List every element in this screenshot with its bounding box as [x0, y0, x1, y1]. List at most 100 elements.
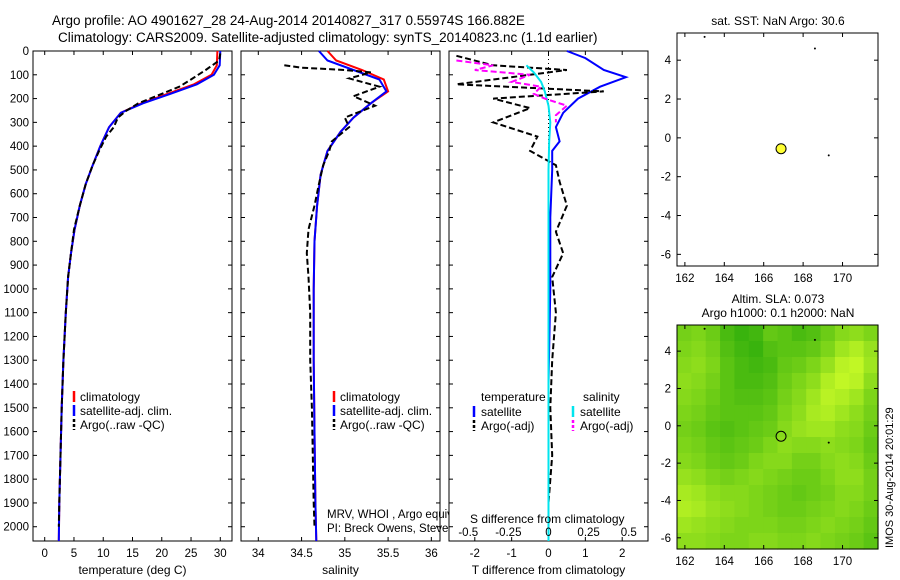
heatmap-cell	[777, 421, 793, 438]
sla-map-panel: 162 164 166 168 170 4 2 0 -2 -4 -6 Altim. SLA: 0.07…	[661, 292, 879, 568]
heatmap-cell	[763, 501, 779, 518]
footer-stamp: IMOS 30-Aug-2014 20:01:29	[884, 407, 896, 548]
depth-tick-label: 600	[10, 189, 29, 201]
depth-tick-label: 1700	[3, 450, 29, 462]
float-position-dot	[813, 338, 816, 341]
heatmap-cell	[677, 453, 692, 470]
heatmap-cell	[720, 373, 736, 390]
heatmap-cell	[834, 357, 850, 374]
map-x-tick-label: 168	[794, 273, 813, 285]
salinity-panel: 34 34.5 35 35.5 36salinityclimatologysatelli…	[240, 50, 551, 577]
heatmap-cell	[791, 389, 807, 406]
heatmap-cell	[777, 485, 793, 502]
heatmap-cell	[834, 389, 850, 406]
heatmap-cell	[777, 341, 793, 358]
x-axis-label: salinity	[322, 563, 359, 577]
heatmap-cell	[820, 373, 836, 390]
heatmap-cell	[763, 405, 779, 422]
heatmap-cell	[748, 341, 764, 358]
heatmap-cell	[734, 389, 750, 406]
heatmap-cell	[777, 533, 793, 550]
heatmap-cell	[849, 501, 865, 518]
heatmap-cell	[806, 517, 822, 534]
x-tick-label: 0	[545, 548, 551, 560]
heatmap-cell	[863, 421, 879, 438]
heatmap-cell	[777, 357, 793, 374]
map-x-tick-label: 164	[715, 556, 735, 568]
heatmap-cell	[720, 357, 736, 374]
depth-tick-label: 1900	[3, 498, 29, 510]
x-tick-label: 0	[42, 548, 48, 560]
heatmap-cell	[849, 469, 865, 486]
heatmap-cell	[720, 533, 736, 550]
heatmap-cell	[691, 517, 707, 534]
heatmap-cell	[834, 325, 850, 342]
heatmap-cell	[777, 469, 793, 486]
heatmap-cell	[820, 501, 836, 518]
x-tick-label: 34.5	[290, 548, 312, 560]
heatmap-cell	[677, 485, 692, 502]
heatmap-cell	[806, 341, 822, 358]
heatmap-cell	[806, 421, 822, 438]
heatmap-cell	[791, 421, 807, 438]
heatmap-cell	[791, 469, 807, 486]
heatmap-cell	[849, 485, 865, 502]
x-tick-label: 2	[619, 548, 625, 560]
depth-tick-label: 1800	[3, 474, 29, 486]
heatmap-cell	[820, 357, 836, 374]
heatmap-cell	[705, 325, 721, 342]
heatmap-cell	[734, 357, 750, 374]
heatmap-cell	[705, 453, 721, 470]
heatmap-cell	[820, 533, 836, 550]
map-x-tick-label: 166	[754, 556, 773, 568]
heatmap-cell	[863, 325, 879, 342]
heatmap-cell	[863, 501, 879, 518]
heatmap-cell	[734, 421, 750, 438]
heatmap-cell	[705, 405, 721, 422]
legend-label: climatology	[340, 390, 400, 404]
legend-label: satellite	[580, 405, 621, 419]
heatmap-cell	[849, 405, 865, 422]
series-line	[284, 64, 383, 527]
series-line	[312, 50, 388, 542]
x-axis-label: temperature (deg C)	[78, 563, 186, 577]
figure-title-line1: Argo profile: AO 4901627_28 24-Aug-2014 …	[52, 13, 525, 28]
heatmap-cell	[834, 421, 850, 438]
plot-frame	[240, 50, 441, 542]
heatmap-cell	[849, 533, 865, 550]
heatmap-cell	[691, 389, 707, 406]
float-position-dot	[703, 327, 706, 330]
depth-tick-label: 1600	[3, 427, 29, 439]
map-x-tick-label: 168	[794, 556, 813, 568]
heatmap-cell	[863, 517, 879, 534]
x-tick-label: 5	[71, 548, 77, 560]
heatmap-cell	[791, 533, 807, 550]
heatmap-cell	[734, 325, 750, 342]
heatmap-cell	[849, 517, 865, 534]
heatmap-cell	[763, 485, 779, 502]
map-y-tick-label: 4	[665, 346, 672, 358]
float-position-dot	[827, 441, 830, 444]
heatmap-cell	[748, 389, 764, 406]
legend-header-temperature: temperature	[481, 390, 546, 404]
heatmap-cell	[705, 341, 721, 358]
heatmap-cell	[849, 421, 865, 438]
heatmap-cell	[691, 501, 707, 518]
heatmap-cell	[763, 533, 779, 550]
heatmap-cell	[720, 341, 736, 358]
depth-tick-label: 1000	[3, 284, 29, 296]
depth-tick-label: 100	[10, 70, 29, 82]
annotation-line1: MRV, WHOI , Argo equivalent	[327, 509, 479, 521]
heatmap-cell	[820, 389, 836, 406]
heatmap-cell	[677, 517, 692, 534]
heatmap-cell	[863, 437, 879, 454]
legend-label: Argo(-adj)	[481, 419, 534, 433]
legend-header-salinity: salinity	[583, 390, 620, 404]
heatmap-cell	[791, 325, 807, 342]
heatmap-cell	[806, 453, 822, 470]
heatmap-cell	[777, 405, 793, 422]
heatmap-cell	[834, 437, 850, 454]
heatmap-cell	[720, 517, 736, 534]
depth-tick-label: 500	[10, 165, 29, 177]
